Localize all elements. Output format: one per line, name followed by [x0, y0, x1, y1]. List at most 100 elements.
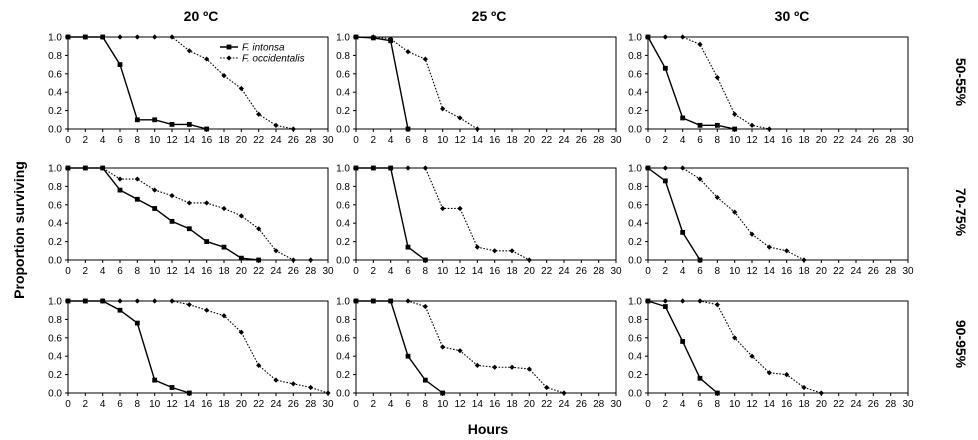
y-tick-label: 0.2: [48, 237, 62, 248]
series-f-occidentalis-line: [356, 167, 530, 261]
y-tick-label: 0.4: [48, 219, 62, 230]
f-occidentalis-point: [749, 353, 755, 359]
x-tick-label: 16: [781, 399, 793, 410]
x-tick-label: 28: [885, 399, 897, 410]
f-occidentalis-point: [440, 344, 446, 350]
x-tick-label: 10: [437, 135, 449, 146]
y-tick-label: 0.8: [336, 182, 350, 193]
f-occidentalis-point: [732, 111, 738, 117]
f-occidentalis-point: [117, 34, 123, 40]
x-tick-label: 2: [83, 266, 89, 277]
f-occidentalis-point: [714, 194, 720, 201]
f-intonsa-point: [422, 257, 428, 263]
x-tick-label: 30: [610, 135, 622, 146]
f-occidentalis-point: [662, 34, 668, 40]
y-tick-label: 0.0: [48, 389, 62, 400]
f-occidentalis-point: [238, 213, 244, 219]
x-tick-label: 28: [885, 266, 897, 277]
column-title-30c: 30 ºC: [775, 8, 810, 24]
f-occidentalis-point: [492, 364, 498, 370]
x-tick-label: 18: [798, 135, 810, 146]
y-tick-label: 1.0: [336, 297, 350, 308]
y-tick-label: 0.8: [336, 51, 350, 62]
plot-frame: [355, 36, 617, 130]
x-tick-label: 8: [715, 266, 721, 277]
series-f-intonsa-line: [356, 167, 426, 261]
y-tick-label: 0.2: [628, 237, 642, 248]
series-f-intonsa-line: [647, 300, 718, 394]
f-occidentalis-point: [221, 313, 227, 319]
y-tick-label: 0.6: [336, 69, 350, 80]
f-occidentalis-point: [65, 34, 71, 40]
f-intonsa-point: [440, 390, 446, 396]
f-occidentalis-point: [732, 209, 738, 215]
f-occidentalis-point: [405, 165, 411, 171]
x-tick-label: 26: [868, 399, 880, 410]
plot-frame: [355, 300, 617, 394]
f-occidentalis-point: [290, 381, 296, 387]
f-occidentalis-point: [405, 49, 411, 55]
x-tick-label: 6: [405, 135, 411, 146]
plot-frame: [67, 167, 329, 261]
series-f-intonsa-line: [356, 300, 444, 394]
plot-frame: [355, 167, 617, 261]
f-occidentalis-point: [370, 34, 376, 40]
x-tick-label: 24: [850, 266, 862, 277]
x-tick-label: 26: [868, 266, 880, 277]
x-tick-label: 14: [472, 135, 484, 146]
x-tick-label: 28: [593, 266, 605, 277]
x-tick-label: 6: [697, 399, 703, 410]
x-tick-label: 22: [253, 135, 265, 146]
y-tick-label: 0.4: [336, 88, 350, 99]
x-tick-label: 22: [541, 266, 553, 277]
x-tick-label: 0: [65, 266, 71, 277]
f-intonsa-point: [714, 390, 720, 396]
y-tick-label: 0.4: [336, 219, 350, 230]
x-tick-label: 26: [868, 135, 880, 146]
f-intonsa-point: [204, 126, 210, 132]
x-tick-label: 22: [541, 399, 553, 410]
y-tick-label: 0.4: [48, 88, 62, 99]
series-f-intonsa-line: [68, 300, 190, 394]
x-tick-label: 18: [506, 135, 518, 146]
x-tick-label: 20: [236, 399, 248, 410]
x-tick-label: 28: [885, 135, 897, 146]
x-tick-label: 30: [610, 399, 622, 410]
y-tick-label: 0.4: [336, 352, 350, 363]
x-tick-label: 24: [558, 135, 570, 146]
f-intonsa-point: [405, 126, 411, 132]
series-f-intonsa-line: [647, 167, 701, 261]
f-occidentalis-point: [662, 298, 668, 304]
f-occidentalis-point: [645, 165, 651, 171]
f-occidentalis-point: [221, 205, 227, 212]
series-f-intonsa-line: [355, 36, 409, 130]
f-occidentalis-point: [204, 200, 210, 206]
f-occidentalis-point: [405, 298, 411, 304]
f-occidentalis-point: [100, 165, 106, 171]
x-tick-label: 8: [135, 399, 141, 410]
row-title-70-75: 70-75%: [953, 188, 969, 237]
f-occidentalis-point: [169, 34, 175, 40]
legend-f-occidentalis-marker: [226, 55, 232, 61]
x-tick-label: 0: [645, 135, 651, 146]
y-tick-label: 0.0: [48, 125, 62, 136]
series-f-occidentalis-line: [68, 167, 311, 261]
y-tick-label: 1.0: [336, 164, 350, 175]
legend-f-occidentalis-label: F. occidentalis: [242, 54, 305, 65]
f-occidentalis-point: [818, 390, 824, 396]
y-tick-label: 0.8: [48, 182, 62, 193]
x-tick-label: 4: [100, 135, 106, 146]
x-tick-label: 10: [729, 399, 741, 410]
x-tick-label: 30: [902, 135, 914, 146]
x-tick-label: 14: [472, 399, 484, 410]
x-tick-label: 0: [645, 266, 651, 277]
f-occidentalis-point: [204, 307, 210, 313]
x-tick-label: 10: [437, 399, 449, 410]
f-occidentalis-point: [645, 298, 651, 304]
f-occidentalis-point: [697, 298, 703, 304]
x-tick-label: 10: [149, 266, 161, 277]
f-intonsa-point: [221, 244, 227, 250]
x-tick-label: 10: [729, 135, 741, 146]
f-intonsa-point: [680, 339, 686, 344]
